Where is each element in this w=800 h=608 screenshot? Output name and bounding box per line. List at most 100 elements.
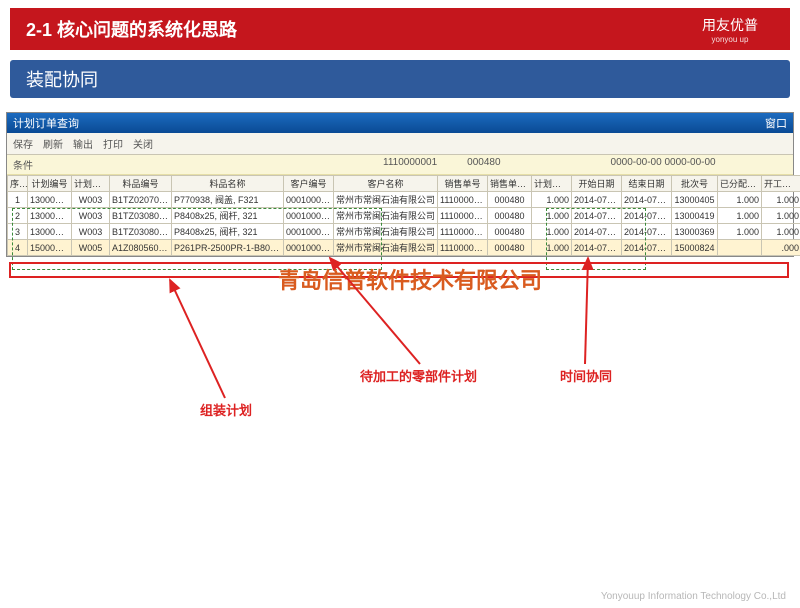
logo-sub-text: yonyou up xyxy=(712,35,749,44)
cell-start: 1.000 xyxy=(762,224,800,240)
cell-cname: 常州市常闽石油有限公司 xyxy=(334,192,438,208)
condition-bar: 条件 1110000001 000480 0000-00-00 0000-00-… xyxy=(7,155,793,175)
cell-iname: P261PR-2500PR-1-B80, 阀体 xyxy=(172,240,284,256)
cell-no: 4 xyxy=(8,240,28,256)
column-header[interactable]: 开工数量 xyxy=(762,176,800,192)
table-row[interactable]: 415000824W005A1Z080560003P261PR-2500PR-1… xyxy=(8,240,800,256)
plan-table: 序号计划编号计划类别料品编号料品名称客户编号客户名称销售单号销售单行号计划数量开… xyxy=(7,175,800,256)
cell-no: 3 xyxy=(8,224,28,240)
footer-text: Yonyouup Information Technology Co.,Ltd xyxy=(601,591,786,602)
cell-alloc: 1.000 xyxy=(718,208,762,224)
annotation-arrows xyxy=(0,8,800,608)
cell-sd: 2014-07-06 xyxy=(572,192,622,208)
condition-label: 条件 xyxy=(13,157,53,172)
window-title: 计划订单查询 xyxy=(13,115,79,131)
cell-ptype: W005 xyxy=(72,240,110,256)
save-button[interactable]: 保存 xyxy=(13,136,33,151)
table-row[interactable]: 113000405W003B1TZ02070800P770938, 阀盖, F3… xyxy=(8,192,800,208)
cell-qty: 1.000 xyxy=(532,240,572,256)
cell-cname: 常州市常闽石油有限公司 xyxy=(334,208,438,224)
cell-batch: 15000824 xyxy=(672,240,718,256)
window-titlebar: 计划订单查询 窗口 xyxy=(7,113,793,133)
toolbar: 保存 刷新 输出 打印 关闭 xyxy=(7,133,793,155)
cell-sd: 2014-07-06 xyxy=(572,208,622,224)
column-header[interactable]: 计划类别 xyxy=(72,176,110,192)
column-header[interactable]: 料品名称 xyxy=(172,176,284,192)
column-header[interactable]: 批次号 xyxy=(672,176,718,192)
cell-batch: 13000405 xyxy=(672,192,718,208)
cell-cust: 0001000429 xyxy=(284,240,334,256)
export-button[interactable]: 输出 xyxy=(73,136,93,151)
section-subtitle: 装配协同 xyxy=(10,60,790,98)
table-row[interactable]: 213000419W003B1TZ03080500P8408x25, 阀杆, 3… xyxy=(8,208,800,224)
cell-plan: 13000369 xyxy=(28,224,72,240)
column-header[interactable]: 客户名称 xyxy=(334,176,438,192)
cell-so: 1110000001 xyxy=(438,224,488,240)
cell-qty: 1.000 xyxy=(532,208,572,224)
cell-alloc xyxy=(718,240,762,256)
cell-ed: 2014-07-27 xyxy=(622,224,672,240)
annotation-assembly-plan: 组装计划 xyxy=(200,400,252,419)
cell-cname: 常州市常闽石油有限公司 xyxy=(334,240,438,256)
table-header-row: 序号计划编号计划类别料品编号料品名称客户编号客户名称销售单号销售单行号计划数量开… xyxy=(8,176,800,192)
highlight-box-assembly xyxy=(9,262,789,278)
cell-ptype: W003 xyxy=(72,192,110,208)
column-header[interactable]: 客户编号 xyxy=(284,176,334,192)
cell-no: 2 xyxy=(8,208,28,224)
cell-line: 000480 xyxy=(488,224,532,240)
column-header[interactable]: 序号 xyxy=(8,176,28,192)
column-header[interactable]: 结束日期 xyxy=(622,176,672,192)
column-header[interactable]: 料品编号 xyxy=(110,176,172,192)
cell-ed: 2014-07-27 xyxy=(622,208,672,224)
cell-start: .000 xyxy=(762,240,800,256)
column-header[interactable]: 销售单号 xyxy=(438,176,488,192)
cell-iname: P8408x25, 阀杆, 321 xyxy=(172,208,284,224)
column-header[interactable]: 开始日期 xyxy=(572,176,622,192)
cell-item: B1TZ02070800 xyxy=(110,192,172,208)
cell-alloc: 1.000 xyxy=(718,224,762,240)
watermark-text: 青岛信普软件技术有限公司 xyxy=(278,263,542,295)
column-header[interactable]: 销售单行号 xyxy=(488,176,532,192)
cell-so: 1110000001 xyxy=(438,240,488,256)
cell-item: B1TZ03080500 xyxy=(110,224,172,240)
cell-line: 000480 xyxy=(488,208,532,224)
cell-item: A1Z080560003 xyxy=(110,240,172,256)
column-header[interactable]: 已分配数量 xyxy=(718,176,762,192)
cell-plan: 13000405 xyxy=(28,192,72,208)
cell-alloc: 1.000 xyxy=(718,192,762,208)
cell-sd: 2014-07-06 xyxy=(572,224,622,240)
cell-ed: 2014-07-27 xyxy=(622,192,672,208)
cell-start: 1.000 xyxy=(762,208,800,224)
cell-ptype: W003 xyxy=(72,208,110,224)
condition-code-b: 000480 xyxy=(467,157,500,172)
cell-line: 000480 xyxy=(488,192,532,208)
column-header[interactable]: 计划编号 xyxy=(28,176,72,192)
cell-cust: 0001000429 xyxy=(284,208,334,224)
cell-plan: 13000419 xyxy=(28,208,72,224)
cell-qty: 1.000 xyxy=(532,224,572,240)
refresh-button[interactable]: 刷新 xyxy=(43,136,63,151)
cell-so: 1110000001 xyxy=(438,192,488,208)
close-button[interactable]: 关闭 xyxy=(133,136,153,151)
cell-qty: 1.000 xyxy=(532,192,572,208)
annotation-part-plan: 待加工的零部件计划 xyxy=(360,366,477,385)
table-row[interactable]: 313000369W003B1TZ03080500P8408x25, 阀杆, 3… xyxy=(8,224,800,240)
cell-no: 1 xyxy=(8,192,28,208)
print-button[interactable]: 打印 xyxy=(103,136,123,151)
erp-window: 计划订单查询 窗口 保存 刷新 输出 打印 关闭 条件 1110000001 0… xyxy=(6,112,794,257)
annotation-time-sync: 时间协同 xyxy=(560,366,612,385)
cell-line: 000480 xyxy=(488,240,532,256)
cell-cname: 常州市常闽石油有限公司 xyxy=(334,224,438,240)
cell-plan: 15000824 xyxy=(28,240,72,256)
cell-cust: 0001000429 xyxy=(284,224,334,240)
condition-date-range: 0000-00-00 0000-00-00 xyxy=(611,157,716,172)
window-menu-label[interactable]: 窗口 xyxy=(765,115,787,131)
column-header[interactable]: 计划数量 xyxy=(532,176,572,192)
cell-iname: P770938, 阀盖, F321 xyxy=(172,192,284,208)
logo-main-text: 用友优普 xyxy=(702,15,758,35)
condition-code-a: 1110000001 xyxy=(383,157,437,172)
slide-title: 2-1 核心问题的系统化思路 xyxy=(10,8,670,50)
cell-batch: 13000369 xyxy=(672,224,718,240)
cell-cust: 0001000429 xyxy=(284,192,334,208)
cell-item: B1TZ03080500 xyxy=(110,208,172,224)
